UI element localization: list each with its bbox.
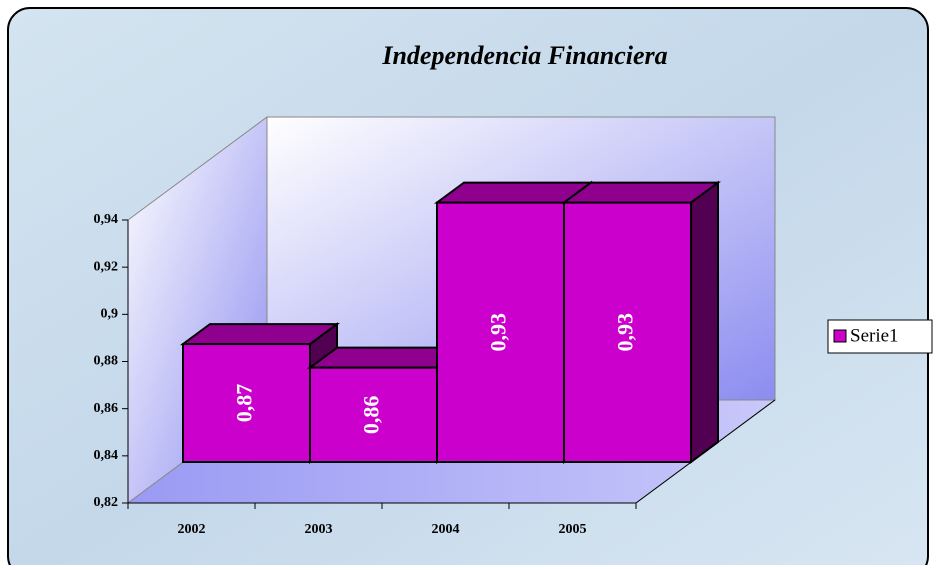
legend bbox=[827, 319, 933, 354]
x-tick-label: 2003 bbox=[305, 522, 333, 537]
y-tick-label: 0,82 bbox=[94, 495, 119, 510]
bar-top bbox=[560, 181, 722, 204]
y-tick-label: 0,86 bbox=[94, 401, 119, 416]
bar bbox=[563, 201, 692, 463]
bar-top bbox=[179, 323, 341, 346]
data-label: 0,93 bbox=[613, 313, 638, 352]
bar bbox=[182, 343, 311, 464]
legend-label: Serie1 bbox=[850, 325, 899, 346]
x-tick-label: 2005 bbox=[559, 522, 587, 537]
bar bbox=[436, 201, 565, 463]
data-label: 0,86 bbox=[359, 396, 384, 435]
y-tick-label: 0,9 bbox=[101, 307, 119, 322]
x-tick-label: 2002 bbox=[178, 522, 206, 537]
bar-side bbox=[690, 180, 719, 464]
y-tick-label: 0,94 bbox=[94, 212, 119, 227]
legend-swatch bbox=[833, 329, 847, 343]
y-tick-label: 0,92 bbox=[94, 259, 119, 274]
chart-title: Independencia Financiera bbox=[381, 41, 667, 70]
y-tick-label: 0,88 bbox=[94, 354, 119, 369]
y-tick-label: 0,84 bbox=[94, 448, 119, 463]
x-tick-label: 2004 bbox=[432, 522, 460, 537]
data-label: 0,93 bbox=[486, 313, 511, 352]
data-label: 0,87 bbox=[232, 384, 257, 423]
